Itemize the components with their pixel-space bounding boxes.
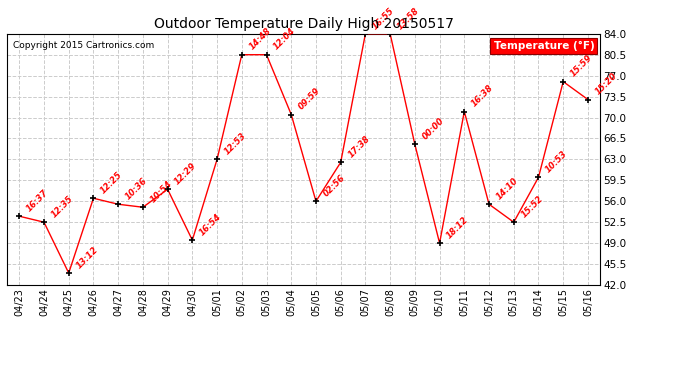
Text: 12:53: 12:53 (223, 131, 248, 157)
Text: 16:54: 16:54 (198, 212, 224, 237)
Text: 15:59: 15:59 (569, 54, 594, 79)
Text: Copyright 2015 Cartronics.com: Copyright 2015 Cartronics.com (13, 41, 154, 50)
Text: 13:12: 13:12 (75, 245, 99, 270)
Text: 14:48: 14:48 (247, 27, 273, 52)
Text: 16:38: 16:38 (470, 83, 495, 109)
Text: 12:35: 12:35 (50, 194, 75, 219)
Text: 13:58: 13:58 (395, 6, 421, 31)
Text: 14:10: 14:10 (495, 176, 520, 201)
Title: Outdoor Temperature Daily High 20150517: Outdoor Temperature Daily High 20150517 (154, 17, 453, 31)
Text: 12:29: 12:29 (173, 161, 199, 186)
Text: 16:37: 16:37 (25, 188, 50, 213)
Text: 10:54: 10:54 (148, 179, 174, 204)
Text: 17:38: 17:38 (346, 134, 372, 160)
Text: 18:12: 18:12 (445, 215, 471, 240)
Text: 10:36: 10:36 (124, 176, 149, 201)
Text: 15:52: 15:52 (520, 194, 544, 219)
Text: 12:04: 12:04 (272, 27, 297, 52)
Text: Temperature (°F): Temperature (°F) (493, 41, 594, 51)
Text: 10:53: 10:53 (544, 149, 569, 174)
Text: 09:59: 09:59 (297, 86, 322, 112)
Text: 16:55: 16:55 (371, 6, 396, 31)
Text: 00:00: 00:00 (420, 116, 446, 142)
Text: 12:25: 12:25 (99, 170, 124, 195)
Text: 02:56: 02:56 (322, 173, 347, 198)
Text: 15:20: 15:20 (593, 71, 619, 97)
